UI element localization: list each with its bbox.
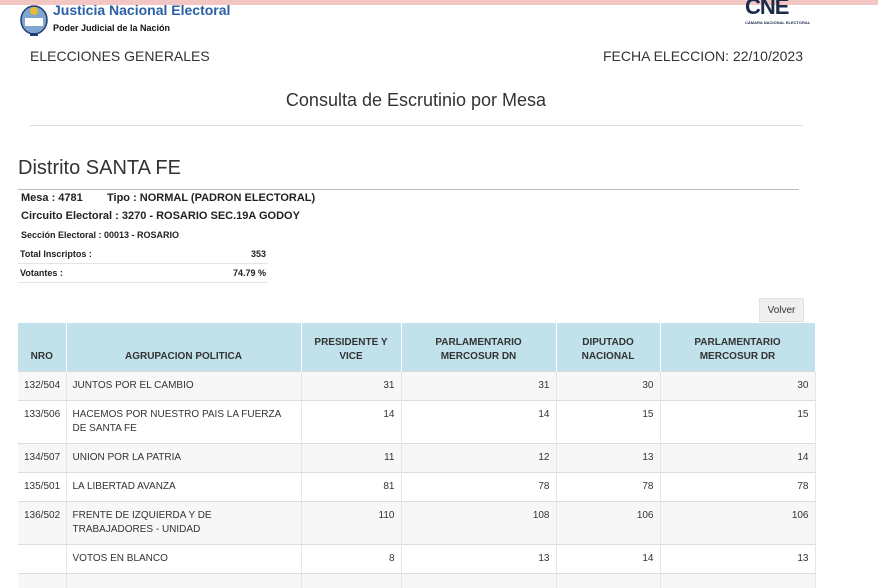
vote-count: 106 [660, 502, 815, 545]
party-name: HACEMOS POR NUESTRO PAIS LA FUERZA DE SA… [66, 401, 301, 444]
result-row [18, 574, 815, 588]
page: Justicia Nacional Electoral Poder Judici… [0, 0, 878, 564]
vote-count: 12 [401, 444, 556, 473]
vote-count: 13 [556, 444, 660, 473]
summary-value: 353 [186, 245, 268, 264]
divider [18, 189, 799, 190]
vote-count: 78 [660, 473, 815, 502]
party-number: 136/502 [18, 502, 66, 545]
mesa: Mesa : 4781 [21, 192, 83, 204]
party-number: 132/504 [18, 372, 66, 401]
party-number: 135/501 [18, 473, 66, 502]
back-button[interactable]: Volver [759, 298, 804, 322]
column-header: PARLAMENTARIO MERCOSUR DN [401, 323, 556, 372]
tipo: Tipo : NORMAL (PADRON ELECTORAL) [107, 192, 315, 204]
empty-cell [660, 574, 815, 588]
vote-count: 14 [556, 545, 660, 574]
election-name: ELECCIONES GENERALES [30, 48, 210, 64]
vote-count: 108 [401, 502, 556, 545]
org-logo [19, 2, 49, 38]
empty-cell [401, 574, 556, 588]
circuito: Circuito Electoral : 3270 - ROSARIO SEC.… [21, 210, 300, 222]
election-date: FECHA ELECCION: 22/10/2023 [603, 48, 803, 64]
vote-count: 15 [660, 401, 815, 444]
vote-count: 30 [556, 372, 660, 401]
vote-count: 31 [401, 372, 556, 401]
party-name: VOTOS EN BLANCO [66, 545, 301, 574]
divider [30, 125, 803, 126]
org-subtitle: Poder Judicial de la Nación [53, 23, 170, 33]
party-number [18, 545, 66, 574]
vote-count: 13 [401, 545, 556, 574]
vote-count: 78 [556, 473, 660, 502]
empty-cell [66, 574, 301, 588]
column-header: PARLAMENTARIO MERCOSUR DR [660, 323, 815, 372]
cne-subtitle: CÁMARA NACIONAL ELECTORAL [745, 20, 810, 25]
party-name: UNION POR LA PATRIA [66, 444, 301, 473]
column-header: DIPUTADO NACIONAL [556, 323, 660, 372]
empty-cell [556, 574, 660, 588]
vote-count: 78 [401, 473, 556, 502]
vote-count: 30 [660, 372, 815, 401]
vote-count: 14 [660, 444, 815, 473]
vote-count: 13 [660, 545, 815, 574]
vote-count: 14 [401, 401, 556, 444]
district: Distrito SANTA FE [18, 157, 181, 180]
party-number: 134/507 [18, 444, 66, 473]
vote-count: 11 [301, 444, 401, 473]
column-header: AGRUPACION POLITICA [66, 323, 301, 372]
summary-label: Total Inscriptos : [18, 245, 186, 264]
summary-label: Votantes : [18, 264, 186, 283]
vote-count: 31 [301, 372, 401, 401]
party-name: FRENTE DE IZQUIERDA Y DE TRABAJADORES - … [66, 502, 301, 545]
cne-logo: CNE [745, 0, 788, 20]
summary-row: Total Inscriptos :353 [18, 245, 268, 264]
party-name: JUNTOS POR EL CAMBIO [66, 372, 301, 401]
empty-cell [18, 574, 66, 588]
vote-count: 106 [556, 502, 660, 545]
column-header: PRESIDENTE Y VICE [301, 323, 401, 372]
column-header: NRO [18, 323, 66, 372]
vote-count: 81 [301, 473, 401, 502]
party-name: LA LIBERTAD AVANZA [66, 473, 301, 502]
vote-count: 14 [301, 401, 401, 444]
empty-cell [301, 574, 401, 588]
org-title: Justicia Nacional Electoral [53, 2, 230, 18]
page-title: Consulta de Escrutinio por Mesa [0, 90, 832, 111]
party-number: 133/506 [18, 401, 66, 444]
summary-value: 74.79 % [186, 264, 268, 283]
seccion: Sección Electoral : 00013 - ROSARIO [21, 230, 179, 240]
summary-row: Votantes :74.79 % [18, 264, 268, 283]
vote-count: 15 [556, 401, 660, 444]
vote-count: 110 [301, 502, 401, 545]
vote-count: 8 [301, 545, 401, 574]
